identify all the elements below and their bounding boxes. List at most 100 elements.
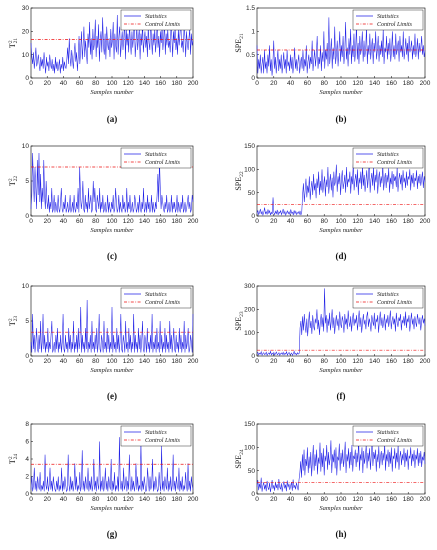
x-tick-label: 120 bbox=[352, 80, 363, 87]
series-line-statistics bbox=[30, 437, 194, 493]
x-tick-label: 20 bbox=[270, 218, 278, 225]
legend-label-statistics: Statistics bbox=[377, 14, 399, 20]
x-tick-label: 0 bbox=[255, 358, 259, 365]
series-line-statistics bbox=[256, 17, 426, 76]
y-axis-label: SPE21 bbox=[234, 33, 245, 53]
x-tick-label: 180 bbox=[403, 80, 414, 87]
chart-panel-8: 0 20 40 60 80 100 120 140 160 180 200 0 50 100 150 Stat… bbox=[234, 421, 431, 539]
x-tick-label: 180 bbox=[171, 496, 182, 503]
chart-panel-6: 0 20 40 60 80 100 120 140 160 180 200 0 100 200 300 Sta… bbox=[234, 283, 431, 401]
legend-label-control-limits: Control Limits bbox=[145, 438, 181, 444]
y-tick-label: 10 bbox=[22, 283, 30, 290]
legend-label-control-limits: Control Limits bbox=[377, 300, 413, 306]
legend: Statistics Control Limits bbox=[352, 9, 424, 31]
x-tick-label: 180 bbox=[171, 358, 182, 365]
legend: Statistics Control Limits bbox=[352, 425, 424, 447]
x-tick-label: 140 bbox=[139, 218, 150, 225]
x-axis-label: Samples number bbox=[90, 89, 134, 96]
x-tick-label: 40 bbox=[60, 358, 68, 365]
y-tick-label: 5 bbox=[25, 318, 29, 325]
x-tick-label: 120 bbox=[123, 80, 134, 87]
series-line-statistics bbox=[256, 438, 426, 493]
legend-label-statistics: Statistics bbox=[377, 430, 399, 436]
x-tick-label: 20 bbox=[44, 358, 52, 365]
x-tick-label: 80 bbox=[92, 358, 100, 365]
y-tick-label: 0 bbox=[251, 75, 255, 82]
y-axis-label: T223 bbox=[8, 316, 19, 326]
y-tick-label: 100 bbox=[244, 445, 255, 452]
x-tick-label: 160 bbox=[386, 358, 397, 365]
y-tick-label: 0 bbox=[25, 491, 29, 498]
y-tick-label: 4 bbox=[25, 456, 29, 463]
x-tick-label: 160 bbox=[155, 358, 166, 365]
x-axis-label: Samples number bbox=[90, 505, 134, 512]
y-tick-label: 6 bbox=[25, 439, 29, 446]
legend-box bbox=[352, 287, 424, 309]
x-tick-label: 120 bbox=[352, 496, 363, 503]
chart-panel-4: 0 20 40 60 80 100 120 140 160 180 200 0 50 100 150 Stat… bbox=[234, 143, 431, 261]
x-axis-label: Samples number bbox=[90, 227, 134, 234]
x-tick-label: 40 bbox=[60, 218, 68, 225]
x-tick-label: 140 bbox=[369, 80, 380, 87]
legend-label-statistics: Statistics bbox=[145, 430, 167, 436]
legend-label-statistics: Statistics bbox=[145, 14, 167, 20]
y-tick-label: 50 bbox=[248, 468, 256, 475]
panel-caption: (a) bbox=[107, 114, 118, 124]
x-tick-label: 140 bbox=[369, 358, 380, 365]
y-axis-label: SPE24 bbox=[234, 449, 245, 469]
x-tick-label: 60 bbox=[304, 358, 312, 365]
panel-caption: (c) bbox=[107, 251, 117, 261]
x-tick-label: 160 bbox=[155, 496, 166, 503]
x-tick-label: 100 bbox=[336, 358, 347, 365]
legend: Statistics Control Limits bbox=[352, 287, 424, 309]
x-tick-label: 200 bbox=[188, 496, 199, 503]
x-tick-label: 20 bbox=[44, 496, 52, 503]
x-tick-label: 80 bbox=[321, 496, 329, 503]
x-tick-label: 100 bbox=[336, 80, 347, 87]
x-tick-label: 20 bbox=[44, 218, 52, 225]
x-tick-label: 20 bbox=[44, 80, 52, 87]
panel-caption: (g) bbox=[107, 529, 118, 539]
x-tick-label: 60 bbox=[304, 218, 312, 225]
x-tick-label: 160 bbox=[386, 496, 397, 503]
y-axis-label: T224 bbox=[8, 454, 19, 464]
x-tick-label: 80 bbox=[321, 218, 329, 225]
y-tick-label: 30 bbox=[22, 5, 30, 12]
x-tick-label: 100 bbox=[107, 496, 118, 503]
legend-box bbox=[352, 147, 424, 169]
x-tick-label: 100 bbox=[107, 80, 118, 87]
y-tick-label: 2 bbox=[25, 474, 29, 481]
x-tick-label: 20 bbox=[270, 496, 278, 503]
y-tick-label: 0 bbox=[25, 353, 29, 360]
x-tick-label: 80 bbox=[321, 358, 329, 365]
y-tick-label: 100 bbox=[244, 167, 255, 174]
x-tick-label: 40 bbox=[60, 496, 68, 503]
x-tick-label: 0 bbox=[29, 80, 33, 87]
x-tick-label: 0 bbox=[29, 218, 33, 225]
series-line-statistics bbox=[30, 152, 194, 213]
y-tick-label: 0 bbox=[25, 75, 29, 82]
chart-panel-3: 0 20 40 60 80 100 120 140 160 180 200 0 5 10 Statistic… bbox=[8, 143, 199, 261]
series-line-statistics bbox=[256, 159, 426, 217]
y-tick-label: 0 bbox=[25, 213, 29, 220]
y-tick-label: 5 bbox=[25, 178, 29, 185]
y-axis-label: T221 bbox=[8, 38, 19, 48]
legend: Statistics Control Limits bbox=[120, 425, 192, 447]
legend: Statistics Control Limits bbox=[352, 147, 424, 169]
panel-caption: (b) bbox=[336, 114, 347, 124]
panel-caption: (d) bbox=[336, 251, 347, 261]
legend: Statistics Control Limits bbox=[120, 287, 192, 309]
y-tick-label: 10 bbox=[22, 52, 30, 59]
panel-caption: (h) bbox=[336, 529, 347, 539]
x-tick-label: 180 bbox=[403, 218, 414, 225]
panel-caption: (e) bbox=[107, 391, 117, 401]
y-axis-label: SPE22 bbox=[234, 171, 245, 191]
x-tick-label: 120 bbox=[352, 218, 363, 225]
x-tick-label: 60 bbox=[304, 496, 312, 503]
series-line-statistics bbox=[256, 288, 426, 357]
x-tick-label: 140 bbox=[139, 80, 150, 87]
y-tick-label: 100 bbox=[244, 330, 255, 337]
legend-label-control-limits: Control Limits bbox=[145, 160, 181, 166]
x-axis-label: Samples number bbox=[319, 227, 363, 234]
chart-panel-2: 0 20 40 60 80 100 120 140 160 180 200 0 0.5 1 1.5 Stati… bbox=[234, 5, 431, 124]
